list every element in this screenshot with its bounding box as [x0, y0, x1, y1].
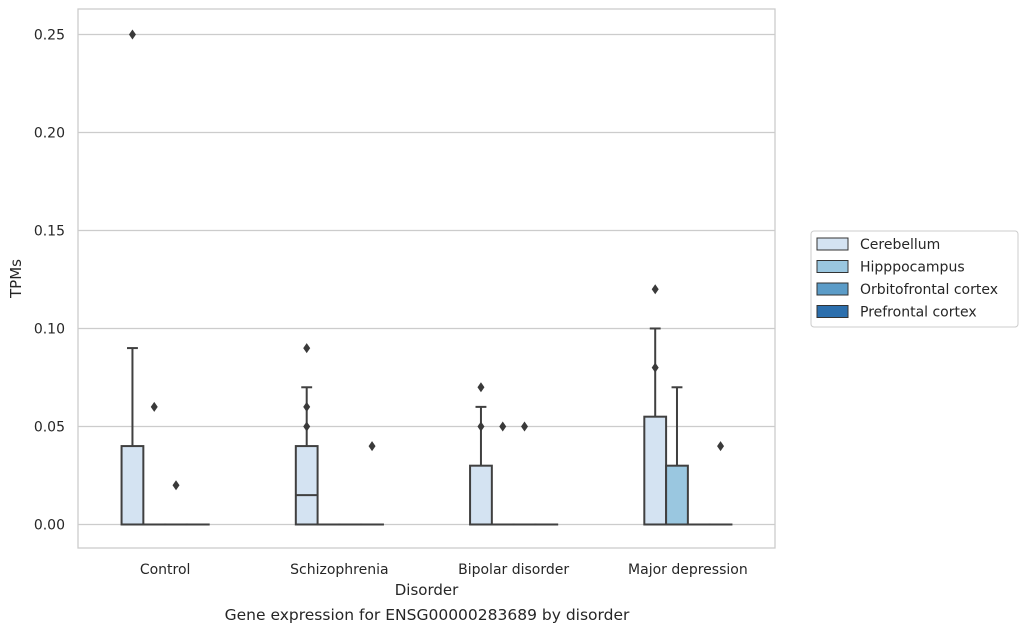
y-tick-label: 0.15: [34, 223, 65, 239]
chart-caption: Gene expression for ENSG00000283689 by d…: [224, 606, 630, 624]
box-prefrontal-cortex: [360, 441, 384, 526]
y-tick-label: 0.25: [34, 27, 65, 43]
outlier-point: [303, 343, 311, 354]
outlier-point: [477, 382, 485, 393]
y-axis-label: TPMs: [7, 259, 25, 299]
x-tick-labels: Control Schizophrenia Bipolar disorder Majo…: [140, 562, 748, 578]
legend-swatch: [816, 282, 849, 296]
box-cerebellum: [643, 284, 668, 526]
box-body: [469, 464, 493, 526]
box-cerebellum: [294, 343, 319, 526]
legend: Cerebellum Hipppocampus Orbitofrontal cort…: [810, 230, 1019, 328]
x-tick-label: Control: [140, 562, 191, 578]
outlier-point: [651, 284, 659, 295]
legend-label: Orbitofrontal cortex: [860, 282, 998, 298]
plot-frame: [77, 8, 776, 549]
y-tick-label: 0.05: [34, 419, 65, 435]
x-tick-label: Schizophrenia: [290, 562, 388, 578]
box-cerebellum: [120, 29, 145, 526]
y-tick-labels: 0.00 0.05 0.10 0.15 0.20 0.25: [34, 27, 65, 533]
box-body: [294, 445, 319, 526]
x-tick-label: Bipolar disorder: [458, 562, 569, 578]
box-orbitofrontal-cortex: [164, 480, 188, 526]
box-prefrontal-cortex: [708, 441, 733, 526]
outlier-point: [303, 421, 311, 432]
outlier-point: [368, 441, 376, 452]
boxes: [120, 29, 733, 526]
box-hipppocampus: [142, 401, 167, 526]
outlier-point: [172, 480, 180, 491]
outlier-point: [128, 29, 136, 40]
y-tick-label: 0.20: [34, 125, 65, 141]
y-tick-label: 0.00: [34, 517, 65, 533]
box-body: [643, 415, 668, 526]
outlier-point: [150, 401, 158, 412]
legend-swatch: [816, 237, 849, 251]
outlier-point: [717, 441, 725, 452]
outlier-point: [303, 401, 311, 412]
box-body: [665, 464, 689, 526]
box-hipppocampus: [490, 421, 515, 526]
legend-label: Prefrontal cortex: [860, 305, 977, 321]
legend-label: Hipppocampus: [860, 260, 965, 276]
box-cerebellum: [469, 382, 493, 526]
outlier-point: [499, 421, 507, 432]
x-tick-label: Major depression: [628, 562, 748, 578]
outlier-point: [651, 362, 659, 373]
legend-frame: [810, 230, 1019, 328]
x-axis-label: Disorder: [395, 581, 459, 599]
outlier-point: [477, 421, 485, 432]
legend-swatch: [816, 305, 849, 318]
legend-swatch: [816, 260, 849, 273]
box-hipppocampus: [665, 386, 689, 526]
y-tick-label: 0.10: [34, 321, 65, 337]
box-orbitofrontal-cortex: [512, 421, 537, 526]
box-body: [120, 445, 145, 526]
grid-lines: [78, 33, 775, 526]
legend-label: Cerebellum: [860, 237, 940, 253]
outlier-point: [521, 421, 529, 432]
